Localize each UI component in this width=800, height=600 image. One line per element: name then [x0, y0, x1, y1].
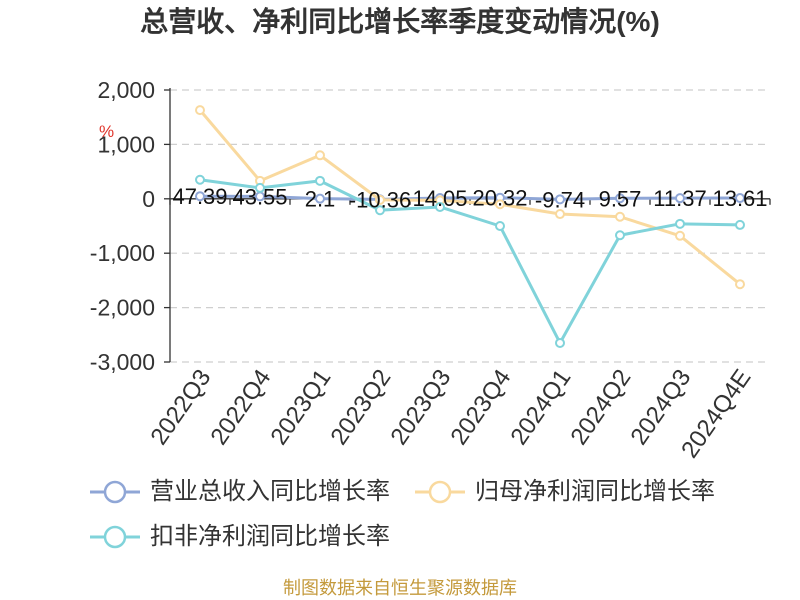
deducted-net-profit-growth-point: [615, 230, 625, 241]
deducted-net-profit-growth-point: [675, 218, 685, 229]
data-label: 11.37: [653, 186, 706, 211]
axes: 2,000 1,000 0 -1,000 -2,000 -3,0002022Q32022Q…: [90, 77, 771, 463]
data-label: 20.32: [472, 186, 527, 211]
legend-label: 归母净利润同比增长率: [475, 478, 715, 505]
data-labels: 47.39 43.55 2.1 -10.36 14.05 20.32 -9.74 9.57 11…: [172, 184, 767, 212]
y-axis-unit: %: [99, 122, 114, 141]
x-tick-label: 2023Q3: [385, 365, 456, 450]
x-tick-label: 2023Q1: [265, 365, 336, 450]
net-profit-growth-point: [615, 211, 625, 222]
net-profit-growth-point: [375, 194, 385, 205]
deducted-net-profit-growth-line: [198, 178, 742, 345]
deducted-net-profit-growth-point: [315, 175, 325, 186]
revenue-growth-line: [198, 194, 742, 201]
x-tick-label: 2022Q4: [205, 365, 276, 450]
net-profit-growth-series: [195, 105, 745, 290]
revenue-growth-point: [315, 193, 325, 204]
deducted-net-profit-growth-point: [735, 219, 745, 230]
data-label: 43.55: [232, 184, 287, 209]
data-label: -9.74: [535, 187, 585, 212]
series-layer: [195, 105, 745, 348]
line-marker-icon: [90, 480, 140, 504]
revenue-growth-point: [675, 193, 685, 204]
marker-circle: [428, 480, 452, 504]
x-tick-label: 2022Q3: [145, 365, 216, 450]
net-profit-growth-point: [675, 230, 685, 241]
x-tick-label: 2023Q2: [325, 365, 396, 450]
net-profit-growth-point: [495, 199, 505, 210]
y-tick-label: 1,000: [97, 131, 155, 157]
deducted-net-profit-growth-point: [555, 337, 565, 348]
data-label: 2.1: [305, 187, 336, 212]
net-profit-growth-point: [555, 209, 565, 220]
x-tick-label: 2023Q4: [445, 365, 516, 450]
revenue-growth-point: [555, 194, 565, 205]
data-source-note: 制图数据来自恒生聚源数据库: [283, 578, 517, 598]
net-profit-growth-line: [198, 108, 742, 286]
legend-label: 营业总收入同比增长率: [150, 478, 390, 505]
revenue-growth-point: [195, 191, 205, 202]
data-label: 47.39: [172, 184, 227, 209]
x-tick-label: 2024Q1: [505, 365, 576, 450]
data-label: 13.61: [712, 186, 767, 211]
deducted-net-profit-growth-point: [255, 182, 265, 193]
y-tick-label: -1,000: [90, 240, 155, 266]
data-label: -10.36: [349, 187, 411, 212]
legend-label: 扣非净利润同比增长率: [150, 523, 390, 550]
revenue-growth-point: [615, 193, 625, 204]
deducted-net-profit-growth-point: [195, 174, 205, 185]
chart-title: 总营收、净利同比增长率季度变动情况(%): [140, 6, 660, 37]
net-profit-growth-point: [735, 279, 745, 290]
line-marker-icon: [415, 480, 465, 504]
marker-circle: [103, 525, 127, 549]
deducted-net-profit-growth-point: [435, 201, 445, 212]
line-marker-icon: [90, 525, 140, 549]
deducted-net-profit-growth-point: [495, 221, 505, 231]
marker-circle: [103, 480, 127, 504]
legend-item-revenue-growth: 营业总收入同比增长率: [88, 477, 390, 507]
grid-lines: [170, 89, 770, 363]
deducted-net-profit-growth-series: [195, 174, 745, 348]
deducted-net-profit-growth-point: [375, 205, 385, 216]
y-tick-label: -3,000: [90, 349, 155, 375]
data-label: 14.05: [412, 186, 467, 211]
y-tick-label: 2,000: [97, 77, 155, 103]
legend-item-net-profit-growth: 归母净利润同比增长率: [413, 477, 715, 507]
net-profit-growth-point: [315, 150, 325, 161]
legend-item-deducted-net-profit-growth: 扣非净利润同比增长率: [88, 522, 390, 552]
net-profit-growth-point: [195, 105, 205, 116]
y-tick-label: 0: [142, 186, 155, 212]
revenue-growth-point: [735, 193, 745, 204]
y-tick-label: -2,000: [90, 295, 155, 321]
data-label: 9.57: [599, 186, 642, 211]
x-tick-label: 2024Q2: [565, 365, 636, 450]
